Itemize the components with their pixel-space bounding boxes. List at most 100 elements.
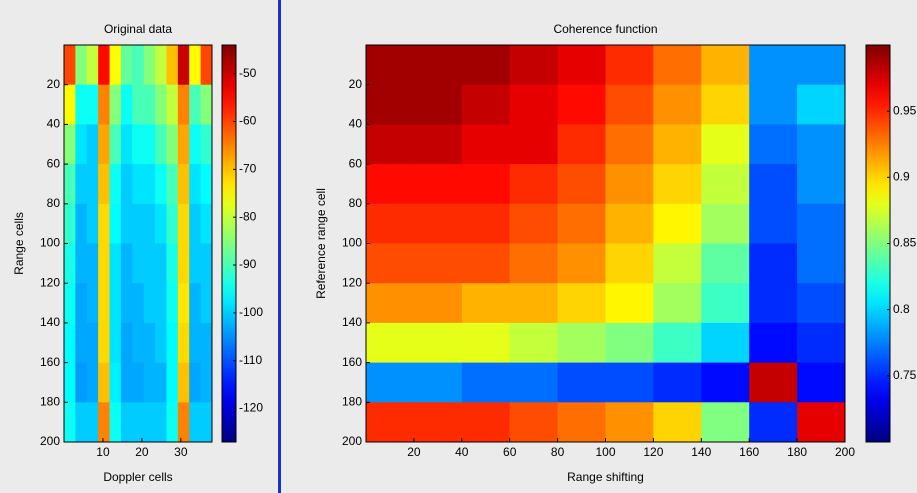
heatmap-cell [653, 124, 702, 165]
colorbar-tick-label: 0.85 [893, 236, 917, 250]
heatmap-cell [557, 362, 606, 403]
heatmap-cell [366, 124, 415, 165]
heatmap-cell [177, 84, 190, 125]
heatmap-cell [177, 283, 190, 324]
heatmap-cell [98, 45, 111, 86]
heatmap-cell [200, 402, 213, 443]
heatmap-cell [557, 45, 606, 86]
heatmap-cell [166, 243, 179, 284]
heatmap-cell [189, 124, 202, 165]
heatmap-cell [461, 362, 511, 403]
x-tick-label: 10 [96, 445, 110, 459]
heatmap-cell [120, 203, 133, 244]
colorbar-tick-label: 0.8 [893, 302, 910, 316]
heatmap-cell [132, 402, 145, 443]
heatmap-cell [75, 45, 88, 86]
heatmap-cell [143, 84, 156, 125]
heatmap-cell [177, 124, 190, 165]
heatmap-cell [653, 402, 702, 443]
heatmap-cell [120, 164, 133, 205]
heatmap-cell [86, 203, 99, 244]
y-tick-label: 40 [47, 117, 61, 131]
y-tick-label: 80 [47, 196, 61, 210]
heatmap-cell [605, 164, 654, 205]
heatmap-cell [509, 362, 559, 403]
colorbar-tick-label: 0.95 [893, 103, 917, 117]
heatmap-cell [75, 362, 88, 403]
heatmap-cell [797, 45, 846, 86]
heatmap-cell [366, 402, 415, 443]
heatmap-cell [132, 322, 145, 364]
heatmap-cell [166, 203, 179, 244]
heatmap-cell [64, 164, 76, 205]
heatmap-cell [366, 243, 415, 284]
heatmap-cell [557, 164, 606, 205]
heatmap-cell [155, 203, 167, 244]
heatmap-cell [605, 322, 654, 364]
heatmap-cell [98, 283, 111, 324]
x-axis-label: Doppler cells [103, 470, 172, 484]
heatmap-cell [605, 283, 654, 324]
heatmap-cell [557, 203, 606, 244]
x-tick-label: 20 [407, 445, 421, 459]
heatmap-cell [509, 402, 559, 443]
heatmap-cell [557, 84, 606, 125]
heatmap-cell [557, 402, 606, 443]
heatmap-cell [86, 124, 99, 165]
heatmap-cell [177, 164, 190, 205]
x-tick-label: 100 [595, 445, 615, 459]
heatmap-cell [461, 283, 511, 324]
heatmap-cell [155, 45, 167, 86]
heatmap-cell [413, 45, 463, 86]
heatmap-cell [132, 84, 145, 125]
heatmap-cell [461, 164, 511, 205]
heatmap-cell [701, 84, 750, 125]
heatmap-cell [413, 362, 463, 403]
heatmap-cell [461, 124, 511, 165]
heatmap-cell [366, 164, 415, 205]
heatmap-cell [605, 45, 654, 86]
x-tick-label: 160 [739, 445, 759, 459]
x-tick-label: 40 [455, 445, 469, 459]
heatmap-cell [120, 322, 133, 364]
heatmap-cell [366, 84, 415, 125]
heatmap-cell [75, 402, 88, 443]
heatmap-cell [797, 203, 846, 244]
heatmap-cell [509, 283, 559, 324]
heatmap-cell [797, 322, 846, 364]
heatmap-cell [98, 84, 111, 125]
heatmap-cell [132, 164, 145, 205]
heatmap-cell [189, 322, 202, 364]
heatmap-cell [177, 203, 190, 244]
heatmap-cell [64, 362, 76, 403]
heatmap-cell [605, 402, 654, 443]
heatmap-cell [120, 84, 133, 125]
heatmap-cell [749, 84, 798, 125]
heatmap-cell [109, 203, 122, 244]
y-tick-label: 140 [40, 315, 60, 329]
heatmap-cell [143, 322, 156, 364]
y-tick-label: 120 [342, 275, 362, 289]
heatmap-cell [605, 84, 654, 125]
heatmap-cell [509, 124, 559, 165]
heatmap-cell [461, 203, 511, 244]
heatmap-cell [461, 45, 511, 86]
heatmap-cell [98, 402, 111, 443]
heatmap-cell [461, 243, 511, 284]
heatmap-cell [509, 84, 559, 125]
heatmap-cell [155, 362, 167, 403]
heatmap-cell [797, 84, 846, 125]
heatmap-cell [509, 164, 559, 205]
x-tick-label: 60 [503, 445, 517, 459]
heatmap-cell [64, 84, 76, 125]
heatmap-cell [701, 203, 750, 244]
heatmap-cell [64, 124, 76, 165]
x-axis-label: Range shifting [567, 470, 644, 484]
y-tick-label: 200 [40, 434, 60, 448]
heatmap-cell [701, 362, 750, 403]
heatmap-cell [75, 164, 88, 205]
y-tick-label: 60 [349, 156, 363, 170]
heatmap-cell [64, 402, 76, 443]
heatmap-cell [189, 84, 202, 125]
